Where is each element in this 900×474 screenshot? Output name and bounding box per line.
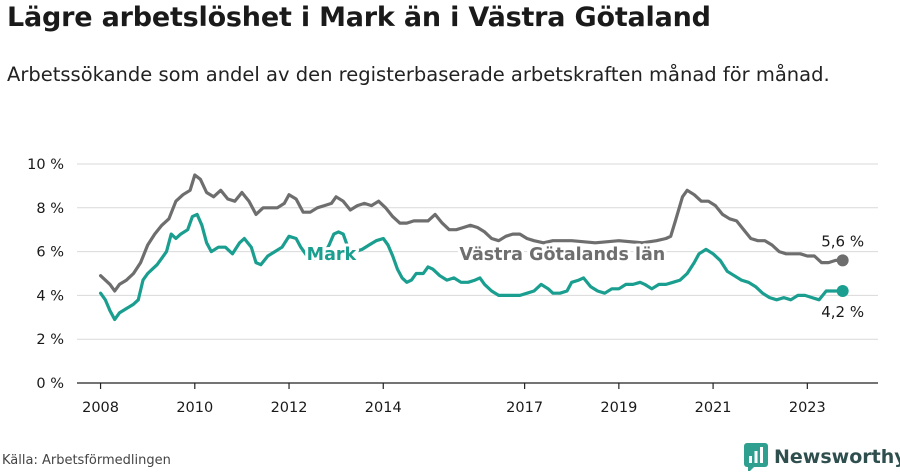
x-tick-label: 2023 [789,400,826,416]
y-tick-label: 2 % [36,332,64,348]
series-lines [99,173,849,322]
series-label-vg: Västra Götalands län [459,245,665,265]
y-axis: 0 % 2 % 4 % 6 % 8 % 10 % [27,157,64,392]
gridlines [77,163,878,340]
x-tick-label: 2017 [506,400,543,416]
x-tick-label: 2012 [271,400,308,416]
x-axis: 2008 2010 2012 2014 2017 2019 2021 2023 [77,382,878,416]
series-labels: 5,6 % 4,2 % Mark Västra Götalands län [304,232,864,321]
y-tick-label: 0 % [36,376,64,392]
bar-chart-logo-icon [744,443,768,471]
x-tick-label: 2008 [82,400,119,416]
source-note: Källa: Arbetsförmedlingen [2,453,171,468]
series-line-vg [99,173,845,293]
end-value-label-mark: 4,2 % [821,303,864,321]
series-label-mark: Mark [307,245,357,265]
x-tick-label: 2021 [695,400,732,416]
chart-title: Lägre arbetslöshet i Mark än i Västra Gö… [7,2,711,33]
y-tick-label: 10 % [27,157,64,173]
y-tick-label: 4 % [36,288,64,304]
series-line-mark [99,212,845,322]
y-tick-label: 8 % [36,201,64,217]
end-value-label-vg: 5,6 % [821,232,864,250]
x-tick-label: 2014 [365,400,402,416]
end-marker-mark [836,285,849,298]
end-marker-vg [836,254,849,267]
brand-name: Newsworthy [774,446,900,468]
x-tick-label: 2019 [600,400,637,416]
x-tick-label: 2010 [176,400,213,416]
y-tick-label: 6 % [36,245,64,261]
brand[interactable]: Newsworthy [744,443,900,471]
chart-subtitle: Arbetssökande som andel av den registerb… [7,63,830,86]
